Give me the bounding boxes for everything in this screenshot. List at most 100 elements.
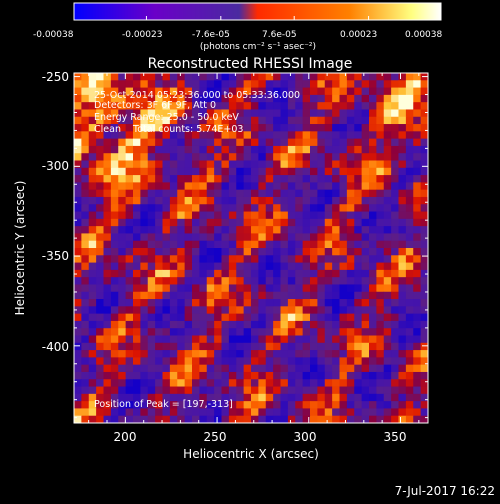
heatmap-cell (383, 262, 392, 271)
heatmap-cell (361, 371, 370, 380)
heatmap-cell (74, 196, 82, 205)
heatmap-cell (177, 313, 186, 322)
heatmap-cell (236, 401, 245, 409)
heatmap-cell (147, 73, 156, 81)
heatmap-cell (258, 313, 267, 322)
heatmap-cell (346, 240, 355, 249)
heatmap-cell (354, 94, 363, 103)
heatmap-cell (376, 371, 385, 380)
heatmap-cell (332, 109, 340, 118)
heatmap-cell (184, 393, 193, 402)
heatmap-cell (155, 335, 163, 344)
heatmap-cell (184, 211, 193, 220)
heatmap-cell (258, 211, 267, 220)
heatmap-cell (74, 124, 82, 132)
heatmap-cell (214, 153, 222, 161)
heatmap-cell (317, 80, 326, 88)
heatmap-cell (110, 116, 119, 125)
heatmap-cell (405, 211, 414, 220)
heatmap-cell (295, 218, 304, 227)
heatmap-cell (162, 255, 171, 263)
heatmap-cell (287, 182, 296, 191)
heatmap-cell (214, 233, 222, 242)
heatmap-cell (206, 255, 215, 263)
heatmap-cell (324, 153, 333, 161)
heatmap-cell (103, 269, 112, 278)
heatmap-cell (192, 226, 200, 234)
heatmap-cell (302, 102, 311, 110)
heatmap-cell (236, 350, 245, 358)
heatmap-cell (110, 313, 119, 322)
heatmap-cell (96, 102, 104, 110)
heatmap-cell (199, 299, 208, 307)
heatmap-cell (199, 124, 208, 132)
heatmap-cell (228, 218, 237, 227)
heatmap-cell (391, 131, 399, 140)
heatmap-cell (391, 248, 399, 256)
heatmap-cell (324, 277, 333, 285)
heatmap-cell (265, 131, 274, 140)
heatmap-cell (206, 248, 215, 256)
heatmap-cell (81, 175, 90, 183)
heatmap-cell (354, 248, 363, 256)
heatmap-cell (110, 415, 119, 423)
heatmap-cell (221, 255, 230, 263)
heatmap-cell (236, 320, 245, 329)
heatmap-cell (302, 116, 311, 125)
heatmap-cell (295, 342, 304, 351)
heatmap-cell (199, 204, 208, 212)
heatmap-cell (302, 94, 311, 103)
heatmap-cell (413, 153, 422, 161)
heatmap-cell (420, 379, 428, 387)
heatmap-cell (118, 284, 127, 293)
heatmap-cell (420, 189, 428, 198)
heatmap-cell (162, 87, 171, 96)
heatmap-cell (155, 248, 163, 256)
heatmap-cell (310, 262, 318, 271)
heatmap-cell (221, 124, 230, 132)
heatmap-cell (302, 145, 311, 154)
heatmap-cell (110, 240, 119, 249)
heatmap-cell (169, 189, 178, 198)
heatmap-cell (214, 218, 222, 227)
heatmap-cell (295, 109, 304, 118)
heatmap-cell (88, 138, 97, 147)
heatmap-cell (405, 313, 414, 322)
heatmap-cell (346, 109, 355, 118)
heatmap-cell (398, 393, 407, 402)
heatmap-cell (236, 160, 245, 169)
heatmap-cell (324, 233, 333, 242)
heatmap-cell (383, 124, 392, 132)
heatmap-cell (302, 218, 311, 227)
heatmap-cell (162, 320, 171, 329)
heatmap-cell (206, 211, 215, 220)
heatmap-cell (251, 196, 259, 205)
heatmap-cell (317, 248, 326, 256)
heatmap-cell (110, 393, 119, 402)
heatmap-cell (310, 233, 318, 242)
heatmap-cell (273, 189, 281, 198)
heatmap-cell (96, 357, 104, 366)
heatmap-cell (413, 73, 422, 81)
heatmap-cell (420, 167, 428, 176)
heatmap-cell (420, 401, 428, 409)
heatmap-cell (258, 350, 267, 358)
heatmap-cell (81, 218, 90, 227)
heatmap-cell (184, 357, 193, 366)
heatmap-cell (346, 131, 355, 140)
heatmap-cell (125, 248, 134, 256)
heatmap-cell (420, 226, 428, 234)
heatmap-cell (177, 211, 186, 220)
heatmap-cell (391, 350, 399, 358)
heatmap-cell (88, 320, 97, 329)
heatmap-cell (310, 131, 318, 140)
colorbar: -0.00038 -0.00023 -7.6e-05 7.6e-05 0.000… (33, 2, 442, 52)
heatmap-cell (81, 357, 90, 366)
heatmap-cell (258, 255, 267, 263)
heatmap-cell (258, 233, 267, 242)
heatmap-cell (332, 320, 340, 329)
heatmap-cell (273, 196, 281, 205)
heatmap-cell (251, 350, 259, 358)
heatmap-cell (413, 189, 422, 198)
colorbar-tick-4: 0.00023 (340, 30, 377, 40)
